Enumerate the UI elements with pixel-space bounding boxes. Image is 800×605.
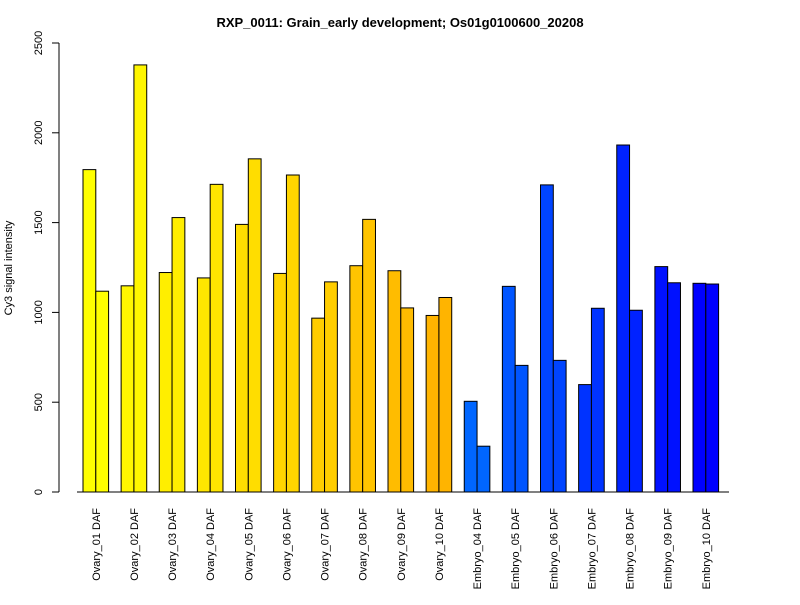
y-tick-label: 500	[33, 393, 45, 411]
y-tick-label: 2500	[33, 31, 45, 55]
bar	[387, 270, 402, 493]
y-tick-label: 1500	[33, 210, 45, 234]
chart-title: RXP_0011: Grain_early development; Os01g…	[216, 15, 583, 30]
bar	[171, 217, 186, 493]
x-tick-label: Ovary_02 DAF	[129, 508, 141, 581]
bar	[667, 282, 681, 493]
x-tick-label: Embryo_08 DAF	[625, 508, 637, 590]
bar	[133, 64, 148, 493]
bar	[196, 277, 211, 493]
bar	[654, 266, 669, 493]
x-tick-label: Ovary_10 DAF	[434, 508, 446, 581]
x-tick-label: Ovary_01 DAF	[91, 508, 103, 581]
bar	[540, 184, 554, 493]
y-tick-label: 1000	[33, 300, 45, 324]
x-tick-label: Ovary_07 DAF	[320, 508, 332, 581]
bars	[82, 64, 720, 493]
bar	[514, 364, 529, 493]
x-tick-label: Embryo_06 DAF	[548, 508, 560, 590]
bar	[476, 445, 491, 493]
bar	[616, 144, 631, 493]
bar	[438, 296, 453, 493]
bar	[82, 169, 97, 493]
y-tick-label: 2000	[33, 121, 45, 145]
x-tick-label: Ovary_04 DAF	[205, 508, 217, 581]
x-tick-label: Ovary_05 DAF	[243, 508, 255, 581]
bar	[120, 285, 135, 493]
bar	[705, 283, 720, 493]
x-tick-label: Embryo_10 DAF	[701, 508, 713, 590]
bar	[235, 223, 249, 493]
bar	[158, 272, 173, 493]
bar	[311, 317, 326, 493]
x-tick-label: Embryo_05 DAF	[510, 508, 522, 590]
x-tick-label: Ovary_09 DAF	[396, 508, 408, 581]
bar	[552, 359, 567, 493]
x-tick-label: Embryo_07 DAF	[586, 508, 598, 590]
x-tick-label: Ovary_08 DAF	[358, 508, 370, 581]
bar	[209, 183, 224, 493]
x-tick-label: Ovary_06 DAF	[281, 508, 293, 581]
x-tick-labels: Ovary_01 DAF Ovary_02 DAF Ovary_03 DAF Ovar…	[91, 508, 713, 590]
x-tick-label: Embryo_09 DAF	[663, 508, 675, 590]
y-axis-label: Cy3 signal intensity	[3, 220, 15, 315]
bar	[463, 400, 478, 493]
bar	[95, 290, 110, 493]
bar	[425, 314, 440, 493]
bar	[692, 282, 707, 493]
bar	[400, 307, 415, 493]
bar	[324, 281, 338, 493]
bar	[247, 158, 262, 493]
x-tick-label: Embryo_04 DAF	[472, 508, 484, 590]
bar	[501, 285, 516, 493]
y-tick-label: 0	[33, 489, 45, 495]
bar	[590, 307, 605, 493]
bar	[362, 218, 376, 493]
bar	[273, 272, 287, 493]
bar	[629, 309, 643, 493]
x-tick-label: Ovary_03 DAF	[167, 508, 179, 581]
bar	[578, 384, 592, 493]
bar	[349, 265, 364, 493]
bar	[285, 174, 300, 493]
